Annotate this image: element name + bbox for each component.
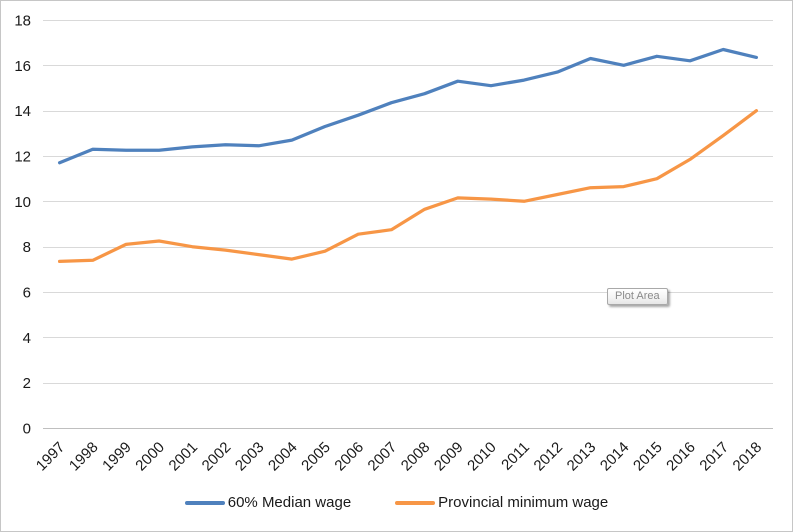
y-axis-tick-label: 6 <box>23 285 31 302</box>
legend-item-median-wage[interactable]: 60% Median wage <box>184 494 352 511</box>
x-axis-tick-label: 2015 <box>630 439 666 475</box>
y-axis-tick-label: 12 <box>14 149 31 166</box>
x-axis-tick-label: 2010 <box>464 439 500 475</box>
x-axis-tick-label: 2003 <box>232 439 268 475</box>
x-axis-tick-label: 2018 <box>730 439 766 475</box>
x-axis-tick-label: 2001 <box>166 439 202 475</box>
x-axis-tick-label: 2006 <box>331 439 367 475</box>
x-axis-tick-label: 2011 <box>498 439 533 474</box>
x-axis-tick-label: 2004 <box>265 439 301 475</box>
y-axis-tick-label: 18 <box>14 13 31 30</box>
x-axis-tick-label: 2016 <box>663 439 699 475</box>
x-axis-tick-label: 2008 <box>398 439 434 475</box>
x-axis-tick-label: 2007 <box>365 439 401 475</box>
y-axis-tick-label: 8 <box>23 239 31 256</box>
y-axis-tick-label: 16 <box>14 58 31 75</box>
x-axis-tick-label: 2009 <box>431 439 467 475</box>
y-axis-tick-label: 0 <box>23 421 31 438</box>
legend[interactable]: 60% Median wage Provincial minimum wage <box>1 494 792 511</box>
legend-line-swatch-minimum-wage <box>395 500 436 505</box>
y-axis-tick-label: 2 <box>23 375 31 392</box>
series-line-1[interactable] <box>57 109 759 264</box>
x-axis-tick-label: 2012 <box>531 439 567 475</box>
plot-area-tooltip: Plot Area <box>607 288 668 305</box>
x-axis-tick-label: 2014 <box>597 439 633 475</box>
y-axis-tick-label: 10 <box>14 194 31 211</box>
y-axis-tick-label: 4 <box>23 330 31 347</box>
legend-label-minimum-wage: Provincial minimum wage <box>438 494 609 511</box>
x-axis-tick-label: 2000 <box>132 439 168 475</box>
plot-area-tooltip-label: Plot Area <box>615 290 660 302</box>
series-line-0[interactable] <box>57 47 759 165</box>
x-axis-tick-label: 2013 <box>564 439 600 475</box>
x-axis-tick-label: 1998 <box>66 439 102 475</box>
x-axis-tick-label: 1997 <box>33 439 69 475</box>
x-axis-tick-label: 2017 <box>696 439 732 475</box>
legend-line-swatch-median-wage <box>184 500 225 505</box>
y-axis-tick-label: 14 <box>14 103 31 120</box>
legend-item-minimum-wage[interactable]: Provincial minimum wage <box>395 494 608 511</box>
x-axis-tick-label: 2002 <box>199 439 235 475</box>
legend-label-median-wage: 60% Median wage <box>227 494 352 511</box>
x-axis-tick-label: 1999 <box>99 439 135 475</box>
x-axis-tick-label: 2005 <box>298 439 334 475</box>
